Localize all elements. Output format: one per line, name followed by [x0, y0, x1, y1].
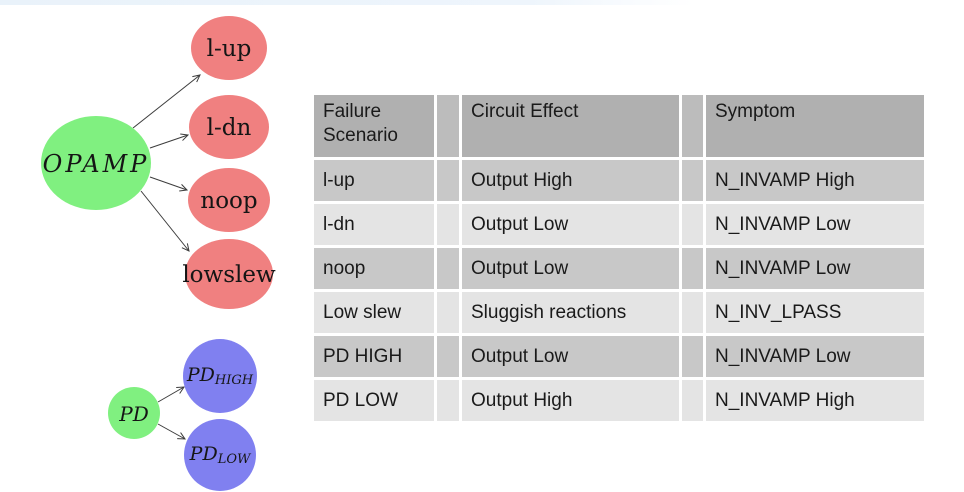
node-pdlow-subscript: LOW — [217, 452, 252, 467]
cell-symptom: N_INVAMP High — [706, 160, 924, 201]
node-pdhigh — [183, 339, 257, 413]
cell-effect: Output Low — [462, 336, 679, 377]
spacer-cell — [682, 380, 703, 421]
node-opamp-label: OPAMP — [43, 150, 150, 178]
spacer-cell — [437, 248, 459, 289]
spacer-cell — [437, 160, 459, 201]
node-pdhigh-label: PDHIGH — [186, 364, 254, 388]
node-ldn — [189, 95, 269, 159]
spacer-cell — [682, 204, 703, 245]
edge-opamp-lup — [132, 74, 201, 129]
edge-pd-pdhigh — [157, 386, 185, 403]
failure-mode-diagram: OPAMP l-up l-dn noop lowslew PD PDHIGH P… — [41, 16, 276, 491]
node-pdlow — [184, 419, 256, 491]
cell-scenario: Low slew — [314, 292, 434, 333]
cell-symptom: N_INVAMP Low — [706, 248, 924, 289]
cell-symptom: N_INVAMP High — [706, 380, 924, 421]
node-pdlow-label: PDLOW — [189, 443, 252, 467]
cell-scenario: l-up — [314, 160, 434, 201]
cell-effect: Sluggish reactions — [462, 292, 679, 333]
cell-scenario: PD HIGH — [314, 336, 434, 377]
header-spacer-cell — [682, 95, 703, 157]
cell-effect: Output Low — [462, 248, 679, 289]
node-pdhigh-base: PD — [186, 364, 215, 386]
cell-symptom: N_INV_LPASS — [706, 292, 924, 333]
spacer-cell — [437, 292, 459, 333]
spacer-cell — [682, 336, 703, 377]
node-noop — [188, 168, 270, 232]
node-lowslew — [185, 239, 273, 309]
node-ldn-label: l-dn — [207, 115, 252, 141]
node-lup-label: l-up — [207, 36, 252, 62]
header-spacer-cell — [437, 95, 459, 157]
cell-scenario: noop — [314, 248, 434, 289]
node-pdhigh-subscript: HIGH — [214, 373, 254, 388]
cell-symptom: N_INVAMP Low — [706, 204, 924, 245]
spacer-cell — [437, 336, 459, 377]
node-opamp — [41, 116, 151, 210]
node-pd — [108, 387, 160, 439]
edge-opamp-ldn — [149, 133, 190, 149]
edge-opamp-lowslew — [140, 190, 190, 252]
node-noop-label: noop — [200, 188, 257, 214]
node-lup — [191, 16, 267, 80]
header-cell-circuit-effect: Circuit Effect — [462, 95, 679, 157]
cell-effect: Output High — [462, 380, 679, 421]
spacer-cell — [682, 160, 703, 201]
edge-pd-pdlow — [157, 423, 186, 440]
header-cell-symptom: Symptom — [706, 95, 924, 157]
spacer-cell — [437, 204, 459, 245]
node-lowslew-label: lowslew — [182, 262, 276, 288]
header-cell-failure-scenario: Failure Scenario — [314, 95, 434, 157]
node-pdlow-base: PD — [189, 443, 218, 465]
cell-scenario: l-dn — [314, 204, 434, 245]
spacer-cell — [682, 248, 703, 289]
cell-effect: Output Low — [462, 204, 679, 245]
failure-symptom-table: Failure Scenario Circuit Effect Symptom … — [314, 95, 924, 421]
node-pd-label: PD — [118, 402, 149, 426]
cell-symptom: N_INVAMP Low — [706, 336, 924, 377]
spacer-cell — [682, 292, 703, 333]
edge-opamp-noop — [149, 176, 189, 192]
cell-scenario: PD LOW — [314, 380, 434, 421]
cell-effect: Output High — [462, 160, 679, 201]
spacer-cell — [437, 380, 459, 421]
top-accent-strip — [0, 0, 964, 5]
